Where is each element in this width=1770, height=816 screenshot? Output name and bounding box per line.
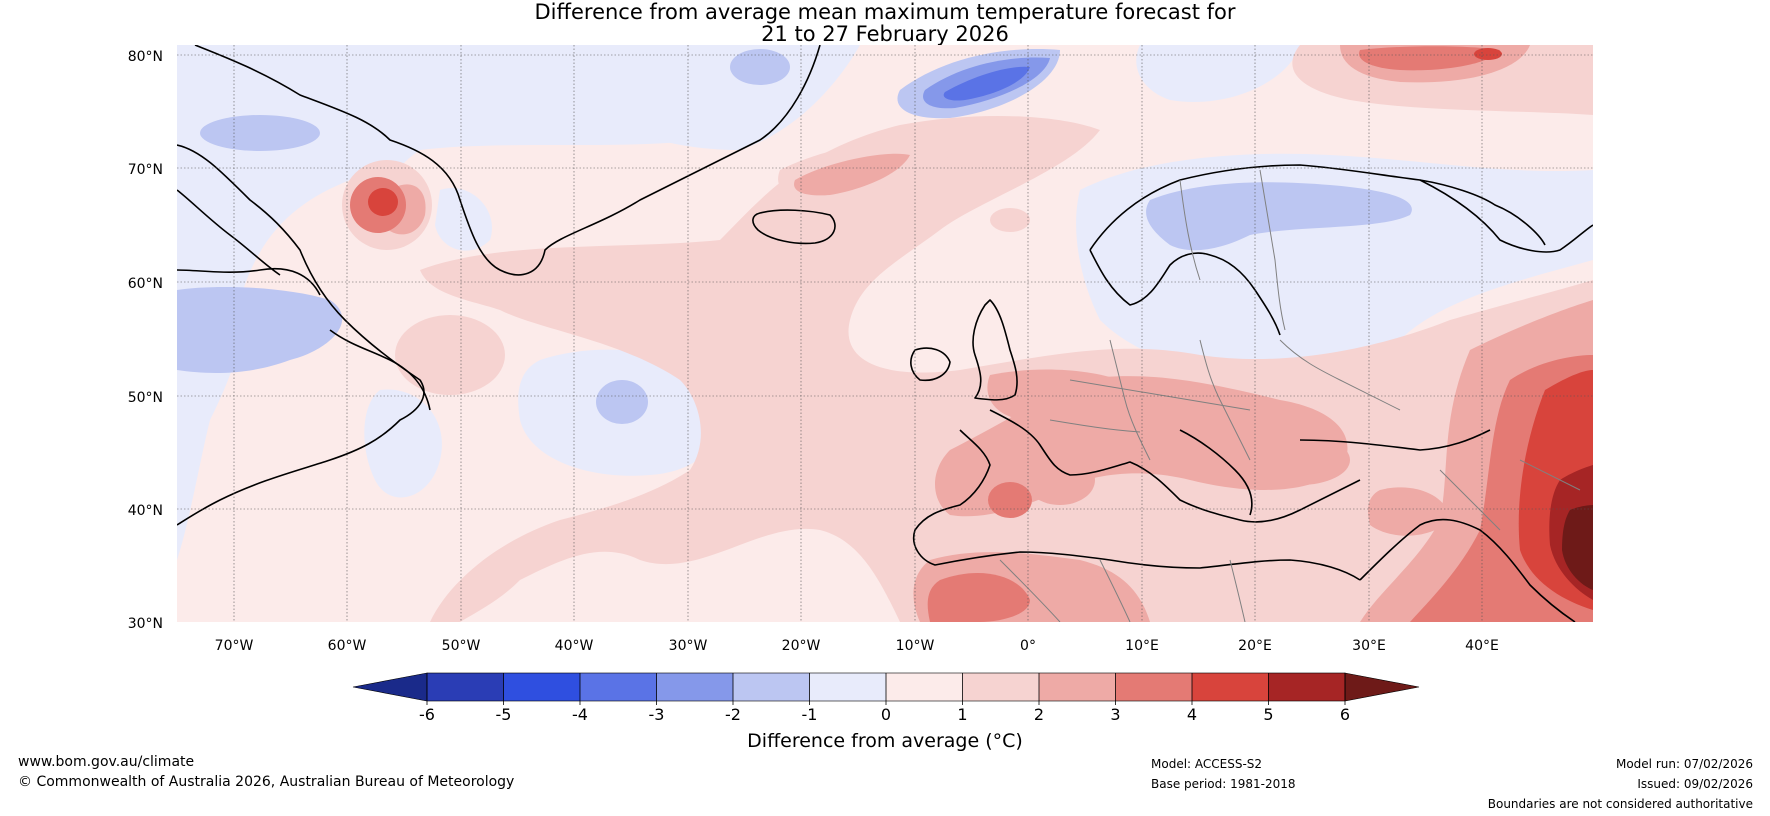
colorbar-tick-label: 6	[1340, 705, 1350, 724]
colorbar-segment	[656, 673, 734, 701]
lon-label: 10°W	[896, 638, 935, 654]
colorbar-tick-label: -4	[572, 705, 588, 724]
lon-label: 30°E	[1352, 638, 1386, 654]
colorbar-tick-label: 3	[1110, 705, 1120, 724]
gridlines	[177, 45, 1593, 622]
colorbar-label: Difference from average (°C)	[747, 730, 1023, 752]
lat-label: 30°N	[128, 616, 163, 632]
colorbar-tick-label: -2	[725, 705, 741, 724]
colorbar-tick-label: 1	[957, 705, 967, 724]
lon-label: 30°W	[669, 638, 708, 654]
anomaly-field	[177, 45, 1593, 622]
lon-label: 0°	[1020, 638, 1036, 654]
colorbar-segment	[733, 673, 810, 701]
cool-anomaly-core	[943, 66, 1030, 101]
lat-label: 70°N	[128, 162, 163, 178]
map-title-line2: 21 to 27 February 2026	[761, 22, 1009, 46]
cool-anomaly-moderate	[177, 49, 1412, 424]
colorbar-tick-label: -3	[649, 705, 665, 724]
colorbar-tick-label: 5	[1263, 705, 1273, 724]
colorbar-tick-label: -5	[496, 705, 512, 724]
colorbar-segment	[1039, 673, 1116, 701]
lat-label: 60°N	[128, 276, 163, 292]
latitude-labels: 80°N 70°N 60°N 50°N 40°N 30°N	[128, 49, 163, 632]
base-period: Base period: 1981-2018	[1151, 777, 1296, 791]
colorbar-tick-label: -6	[419, 705, 435, 724]
lon-label: 40°W	[555, 638, 594, 654]
colorbar-tick-label: 4	[1187, 705, 1197, 724]
colorbar-segment	[1268, 673, 1346, 701]
colorbar-tick-label: -1	[802, 705, 818, 724]
issued-date: Issued: 09/02/2026	[1637, 777, 1753, 791]
colorbar-segment	[886, 673, 963, 701]
lon-label: 20°E	[1238, 638, 1272, 654]
colorbar	[352, 672, 1420, 702]
colorbar-tick-labels: -6 -5 -4 -3 -2 -1 0 1 2 3 4 5 6	[419, 673, 1350, 724]
lon-label: 20°W	[782, 638, 821, 654]
colorbar-extend-low	[352, 672, 428, 702]
longitude-labels: 70°W 60°W 50°W 40°W 30°W 20°W 10°W 0° 10…	[215, 638, 1499, 654]
lon-label: 10°E	[1125, 638, 1159, 654]
lon-label: 60°W	[328, 638, 367, 654]
lon-label: 70°W	[215, 638, 254, 654]
coastlines	[177, 45, 1593, 622]
boundary-disclaimer: Boundaries are not considered authoritat…	[1487, 797, 1753, 811]
website-url: www.bom.gov.au/climate	[18, 754, 195, 770]
colorbar-segment	[1192, 673, 1269, 701]
lat-label: 80°N	[128, 49, 163, 65]
lat-label: 40°N	[128, 503, 163, 519]
warm-anomaly-peak	[1562, 505, 1593, 590]
colorbar-extend-high	[1344, 672, 1420, 702]
map-title-line1: Difference from average mean maximum tem…	[534, 0, 1236, 24]
colorbar-tick-label: 2	[1034, 705, 1044, 724]
colorbar-segment	[962, 673, 1040, 701]
colorbar-segment	[503, 673, 581, 701]
lon-label: 40°E	[1465, 638, 1499, 654]
colorbar-segment	[809, 673, 887, 701]
colorbar-segment	[580, 673, 657, 701]
colorbar-segment	[427, 673, 504, 701]
country-borders	[999, 169, 1581, 622]
model-run-date: Model run: 07/02/2026	[1615, 757, 1753, 771]
model-name: Model: ACCESS-S2	[1151, 757, 1263, 771]
colorbar-segment	[1115, 673, 1193, 701]
lat-label: 50°N	[128, 390, 163, 406]
lon-label: 50°W	[442, 638, 481, 654]
copyright-notice: © Commonwealth of Australia 2026, Austra…	[18, 774, 515, 790]
colorbar-tick-label: 0	[881, 705, 891, 724]
